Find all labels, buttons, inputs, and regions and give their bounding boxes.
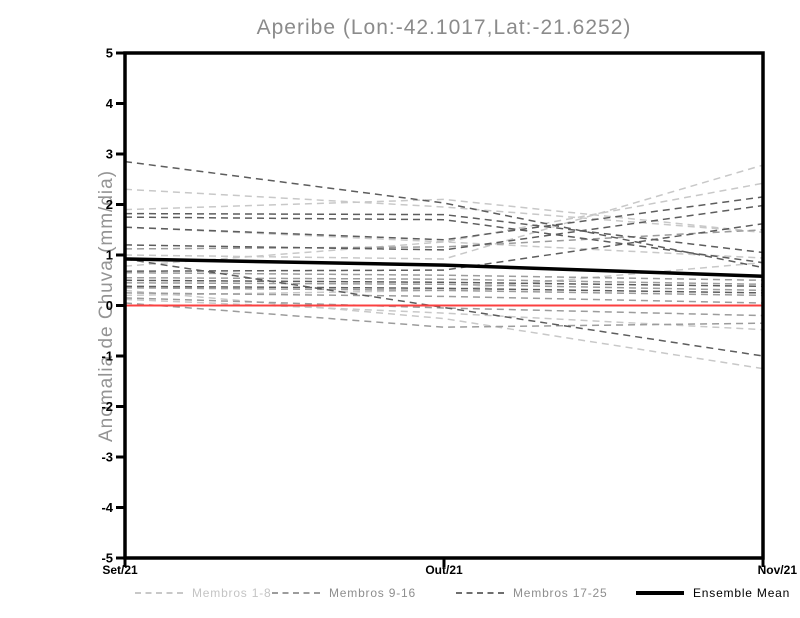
member-line-membro-21 — [124, 204, 764, 251]
legend-item-ensemble-mean: Ensemble Mean — [636, 585, 790, 601]
ensemble-mean-line — [124, 257, 764, 278]
member-line-membro-20 — [124, 196, 764, 241]
x-tick-label: Nov/21 — [758, 563, 798, 577]
legend: Membros 1-8 Membros 9-16 Membros 17-25 E… — [0, 585, 800, 603]
legend-item-membros-1-8: Membros 1-8 — [135, 585, 272, 601]
member-line-membro-25 — [124, 285, 764, 294]
legend-label: Membros 9-16 — [329, 586, 416, 600]
member-line-membro-8 — [124, 298, 764, 331]
axis-frame — [123, 51, 765, 560]
membros-17-25-line-swatch — [456, 592, 504, 594]
ensemble-mean-line-swatch — [636, 591, 684, 595]
member-line-membro-10 — [124, 271, 764, 282]
y-tick-label: -5 — [101, 551, 113, 566]
y-tick-label: -2 — [101, 399, 113, 414]
membros-1-8-line-swatch — [135, 592, 183, 594]
membros-9-16-line-swatch — [272, 592, 320, 594]
member-line-membro-24 — [124, 279, 764, 288]
y-tick-label: 1 — [106, 248, 113, 263]
member-line-membro-1 — [124, 188, 764, 234]
y-tick-label: 0 — [106, 298, 113, 313]
y-tick-label: 4 — [106, 96, 114, 111]
member-line-membro-16 — [124, 302, 764, 328]
y-tick-label: 2 — [106, 197, 113, 212]
member-line-membro-14 — [124, 292, 764, 304]
member-line-membro-9 — [124, 229, 764, 250]
y-tick-label: -4 — [101, 500, 113, 515]
legend-item-membros-17-25: Membros 17-25 — [456, 585, 607, 601]
legend-item-membros-9-16: Membros 9-16 — [272, 585, 416, 601]
y-tick-label: -1 — [101, 349, 113, 364]
member-line-membro-23 — [124, 222, 764, 272]
member-line-membro-11 — [124, 276, 764, 286]
member-line-membro-2 — [124, 198, 764, 234]
legend-label: Ensemble Mean — [693, 586, 791, 600]
x-tick-label: Out/21 — [425, 563, 463, 577]
legend-label: Membros 1-8 — [192, 586, 272, 600]
member-line-membro-5 — [124, 289, 764, 370]
member-line-membro-19 — [124, 216, 764, 264]
member-line-membro-6 — [124, 226, 764, 259]
member-line-membro-17 — [124, 160, 764, 269]
member-line-membro-12 — [124, 282, 764, 292]
member-line-membro-15 — [124, 297, 764, 317]
y-tick-label: 3 — [106, 147, 113, 162]
x-tick-label: Set/21 — [102, 563, 138, 577]
legend-label: Membros 17-25 — [513, 586, 608, 600]
y-tick-label: -3 — [101, 450, 113, 465]
member-line-membro-3 — [124, 164, 764, 260]
y-tick-label: 5 — [106, 46, 113, 61]
chart-title: Aperibe (Lon:-42.1017,Lat:-21.6252) — [256, 16, 632, 39]
member-line-membro-13 — [124, 287, 764, 297]
